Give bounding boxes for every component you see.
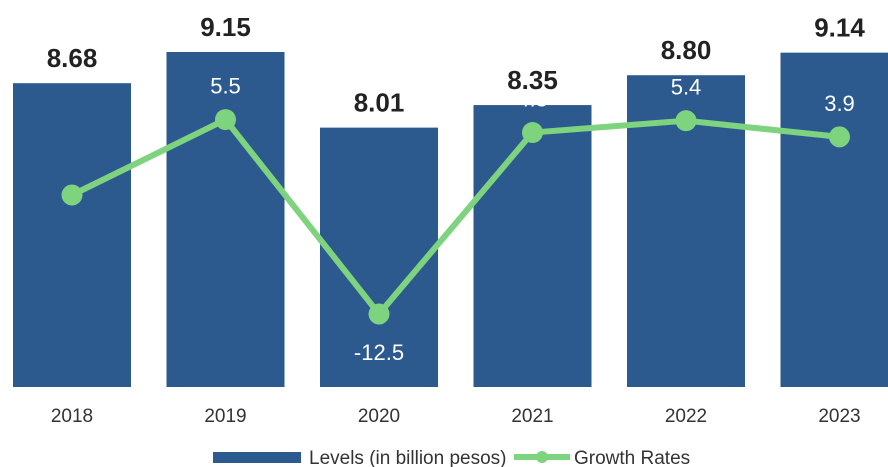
legend-growth-marker (536, 451, 548, 463)
legend-levels-swatch (213, 452, 301, 463)
bar-value-label-2019: 9.15 (200, 12, 251, 42)
growth-value-labels: 5.5 -12.5 4.3 5.4 3.9 (210, 74, 855, 365)
bar-value-labels: 8.68 9.15 8.01 8.35 8.80 9.14 (47, 12, 866, 118)
x-tick-2022: 2022 (665, 406, 707, 427)
bar-value-label-2018: 8.68 (47, 43, 98, 73)
bar-value-label-2023: 9.14 (814, 13, 865, 43)
bar-2021 (473, 105, 592, 387)
bar-2019 (166, 52, 285, 387)
growth-point-2023 (829, 126, 850, 148)
growth-point-2022 (675, 110, 697, 132)
x-tick-2019: 2019 (204, 406, 246, 427)
growth-point-2020 (368, 303, 390, 325)
bar-value-label-2020: 8.01 (354, 88, 405, 118)
growth-value-label-2020: -12.5 (354, 340, 404, 365)
growth-point-2019 (215, 109, 236, 131)
legend-levels-label: Levels (in billion pesos) (309, 448, 507, 467)
legend-growth-label: Growth Rates (574, 448, 690, 467)
bar-value-label-2022: 8.80 (661, 35, 712, 65)
bar-value-label-2021: 8.35 (507, 65, 558, 95)
bar-2023 (780, 52, 888, 388)
growth-line-layer (61, 109, 850, 325)
growth-value-label-2023: 3.9 (824, 91, 855, 116)
growth-value-label-2021: 4.3 (517, 87, 548, 112)
x-tick-2018: 2018 (51, 406, 93, 427)
growth-point-2021 (522, 122, 543, 144)
bar-2020 (320, 127, 438, 387)
x-tick-2023: 2023 (818, 406, 860, 427)
bar-2018 (13, 83, 131, 387)
growth-value-label-2022: 5.4 (671, 75, 702, 100)
growth-point-2018 (61, 184, 83, 206)
x-tick-2021: 2021 (511, 406, 553, 427)
growth-value-label-2019: 5.5 (210, 74, 241, 99)
x-axis-tick-labels: 2018 2019 2020 2021 2022 2023 (51, 406, 861, 427)
growth-rate-line (70, 116, 840, 317)
bars-layer (13, 52, 888, 388)
legend: Levels (in billion pesos) Growth Rates (213, 448, 690, 467)
x-tick-2020: 2020 (358, 406, 400, 427)
